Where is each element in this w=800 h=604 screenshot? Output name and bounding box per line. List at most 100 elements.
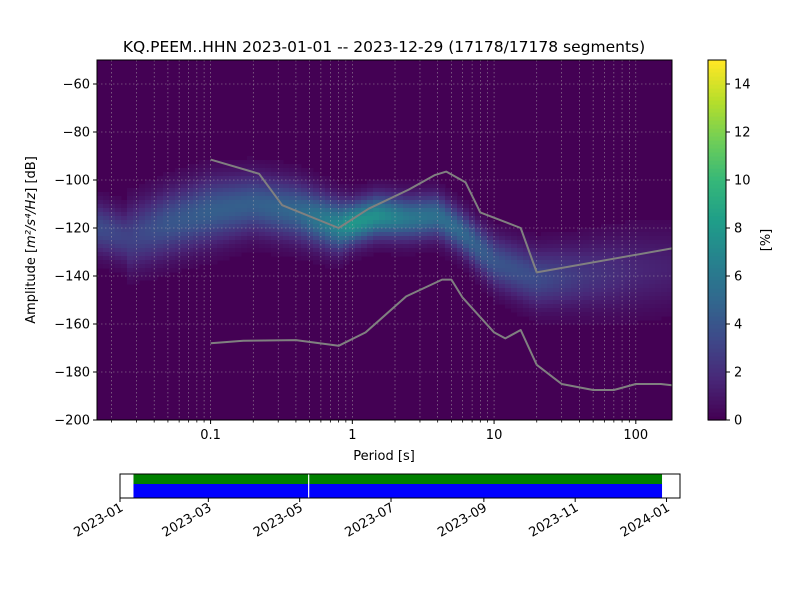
heatmap-cell: [481, 284, 488, 289]
heatmap-cell: [217, 172, 224, 177]
heatmap-cell: [523, 304, 530, 309]
heatmap-cell: [499, 292, 506, 297]
heatmap-cell: [667, 220, 672, 225]
heatmap-cell: [301, 224, 308, 229]
heatmap-cell: [337, 216, 344, 221]
heatmap-cell: [253, 176, 260, 181]
heatmap-cell: [181, 220, 188, 225]
heatmap-cell: [307, 200, 314, 205]
heatmap-cell: [421, 244, 428, 249]
heatmap-cell: [397, 184, 404, 189]
heatmap-cell: [139, 224, 146, 229]
heatmap-cell: [211, 212, 218, 217]
heatmap-cell: [103, 208, 110, 213]
heatmap-cell: [631, 268, 638, 273]
heatmap-cell: [343, 212, 350, 217]
heatmap-cell: [571, 292, 578, 297]
heatmap-cell: [229, 196, 236, 201]
heatmap-cell: [271, 168, 278, 173]
heatmap-cell: [331, 192, 338, 197]
heatmap-cell: [487, 276, 494, 281]
heatmap-cell: [169, 240, 176, 245]
heatmap-cell: [655, 280, 662, 285]
heatmap-cell: [235, 244, 242, 249]
heatmap-cell: [457, 244, 464, 249]
heatmap-cell: [331, 212, 338, 217]
heatmap-cell: [613, 292, 620, 297]
heatmap-cell: [223, 172, 230, 177]
heatmap-cell: [367, 196, 374, 201]
heatmap-cell: [157, 240, 164, 245]
heatmap-cell: [319, 236, 326, 241]
heatmap-cell: [631, 240, 638, 245]
heatmap-cell: [301, 200, 308, 205]
heatmap-cell: [301, 228, 308, 233]
heatmap-cell: [547, 288, 554, 293]
heatmap-cell: [193, 252, 200, 257]
timeline-tick-label: 2023-07: [342, 500, 397, 540]
heatmap-cell: [271, 212, 278, 217]
heatmap-cell: [595, 288, 602, 293]
density-heatmap: [97, 156, 672, 325]
heatmap-cell: [577, 320, 584, 325]
heatmap-cell: [421, 220, 428, 225]
heatmap-cell: [235, 180, 242, 185]
heatmap-cell: [229, 168, 236, 173]
heatmap-cell: [637, 236, 644, 241]
heatmap-cell: [553, 308, 560, 313]
heatmap-cell: [283, 208, 290, 213]
heatmap-cell: [475, 232, 482, 237]
heatmap-cell: [427, 248, 434, 253]
heatmap-cell: [343, 232, 350, 237]
heatmap-cell: [589, 236, 596, 241]
heatmap-cell: [355, 184, 362, 189]
heatmap-cell: [385, 204, 392, 209]
heatmap-cell: [385, 188, 392, 193]
heatmap-cell: [553, 316, 560, 321]
heatmap-cell: [127, 188, 134, 193]
heatmap-cell: [325, 244, 332, 249]
heatmap-cell: [361, 232, 368, 237]
heatmap-cell: [133, 236, 140, 241]
heatmap-cell: [151, 224, 158, 229]
heatmap-cell: [547, 292, 554, 297]
heatmap-cell: [313, 184, 320, 189]
heatmap-cell: [631, 280, 638, 285]
heatmap-cell: [145, 224, 152, 229]
heatmap-cell: [661, 304, 668, 309]
heatmap-cell: [619, 296, 626, 301]
heatmap-cell: [643, 260, 650, 265]
heatmap-cell: [193, 204, 200, 209]
heatmap-cell: [517, 256, 524, 261]
heatmap-cell: [241, 216, 248, 221]
heatmap-cell: [235, 204, 242, 209]
heatmap-cell: [301, 216, 308, 221]
heatmap-cell: [355, 256, 362, 261]
colorbar-tick-label: 10: [734, 174, 751, 189]
heatmap-cell: [601, 236, 608, 241]
heatmap-cell: [475, 260, 482, 265]
heatmap-cell: [223, 236, 230, 241]
heatmap-cell: [517, 260, 524, 265]
heatmap-cell: [343, 188, 350, 193]
heatmap-cell: [553, 312, 560, 317]
heatmap-cell: [649, 228, 656, 233]
heatmap-cell: [427, 208, 434, 213]
heatmap-cell: [127, 220, 134, 225]
heatmap-cell: [145, 232, 152, 237]
y-tick-label: −120: [54, 222, 90, 237]
heatmap-cell: [199, 184, 206, 189]
heatmap-cell: [583, 256, 590, 261]
heatmap-cell: [109, 264, 116, 269]
heatmap-cell: [145, 196, 152, 201]
heatmap-cell: [313, 252, 320, 257]
heatmap-cell: [145, 252, 152, 257]
heatmap-cell: [289, 220, 296, 225]
heatmap-cell: [409, 248, 416, 253]
heatmap-cell: [361, 196, 368, 201]
heatmap-cell: [187, 248, 194, 253]
heatmap-cell: [115, 216, 122, 221]
heatmap-cell: [337, 260, 344, 265]
heatmap-cell: [169, 196, 176, 201]
heatmap-cell: [643, 224, 650, 229]
